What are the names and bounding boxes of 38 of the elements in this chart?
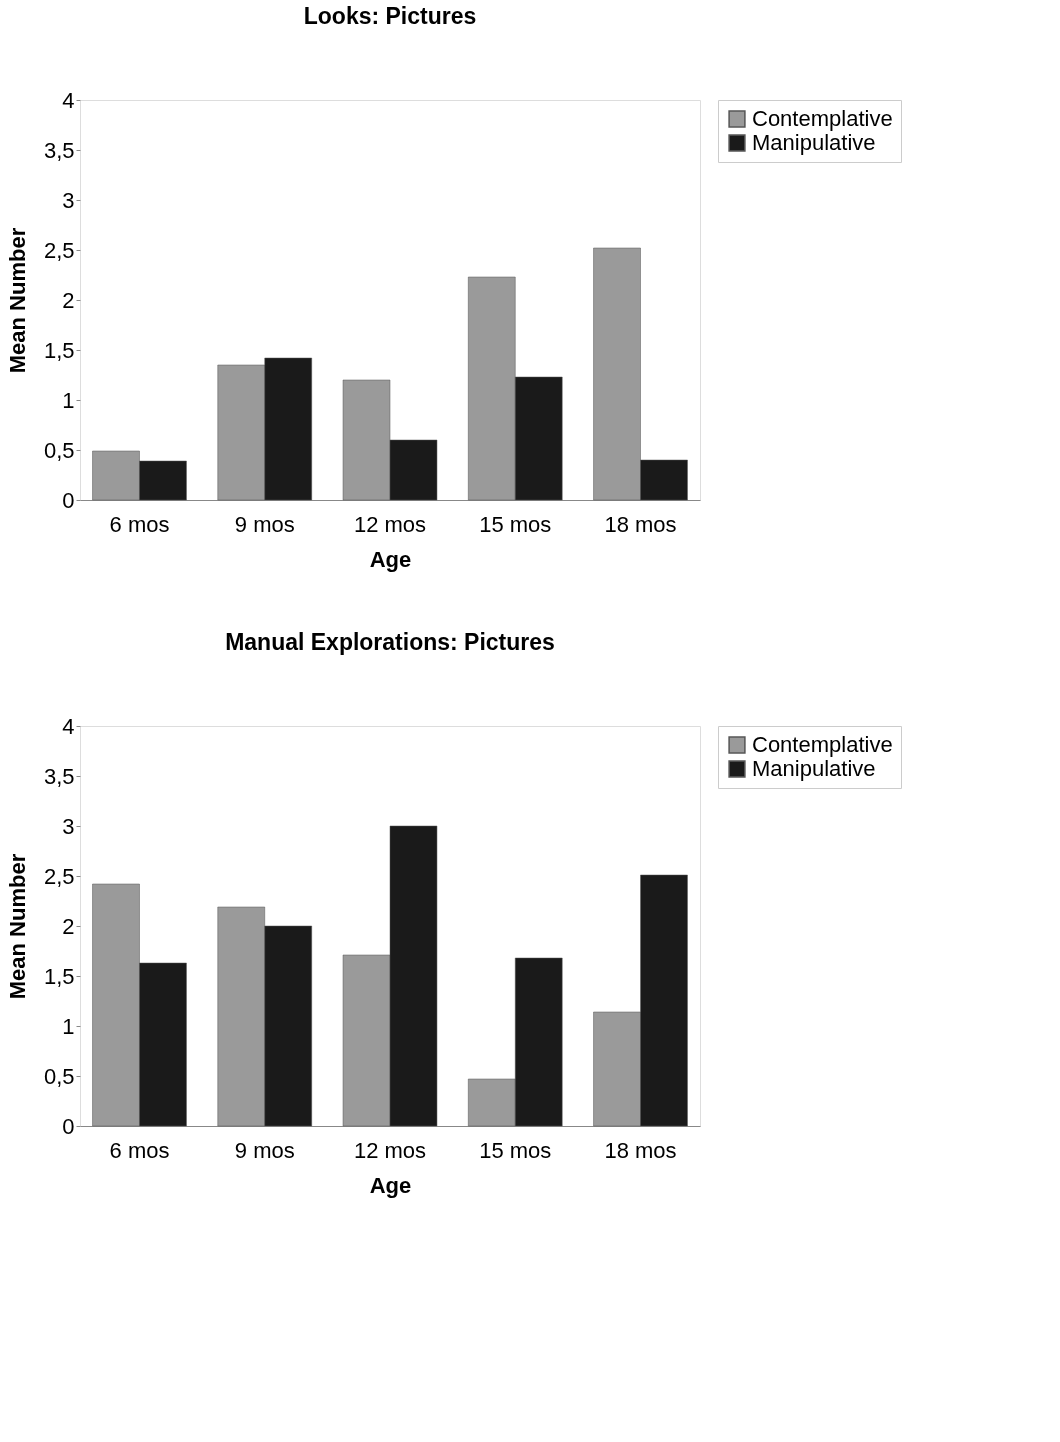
y-tick-label: 0,5 xyxy=(43,437,75,463)
x-tick-label: 12 mos xyxy=(353,1137,427,1163)
x-tick-label: 12 mos xyxy=(353,511,427,537)
y-tick-label: 3 xyxy=(62,187,75,213)
y-axis-title: Mean Number xyxy=(4,853,30,1000)
y-tick-label: 1 xyxy=(62,387,75,413)
y-tick-label: 3,5 xyxy=(43,763,75,789)
x-tick-label: 9 mos xyxy=(234,511,295,537)
y-tick-label: 3 xyxy=(62,813,75,839)
y-tick-label: 4 xyxy=(62,713,75,739)
chart-title: Manual Explorations: Pictures xyxy=(225,629,555,655)
x-tick-label: 15 mos xyxy=(479,1137,552,1163)
y-tick-label: 3,5 xyxy=(43,137,75,163)
x-axis-title: Age xyxy=(369,1172,412,1198)
y-tick-label: 2,5 xyxy=(43,237,75,263)
x-tick-label: 18 mos xyxy=(604,511,677,537)
x-tick-label: 9 mos xyxy=(234,1137,295,1163)
x-tick-label: 18 mos xyxy=(604,1137,677,1163)
chart-title: Looks: Pictures xyxy=(303,3,477,29)
y-tick-label: 2 xyxy=(62,287,75,313)
legend-label: Contemplative xyxy=(752,106,893,131)
y-tick-label: 1 xyxy=(62,1013,75,1039)
y-axis-title: Mean Number xyxy=(4,227,30,374)
x-tick-label: 6 mos xyxy=(109,511,170,537)
legend-label: Manipulative xyxy=(752,756,876,781)
y-tick-label: 0 xyxy=(62,1113,75,1139)
legend-label: Contemplative xyxy=(752,732,893,757)
x-axis-title: Age xyxy=(369,546,412,572)
x-tick-label: 6 mos xyxy=(109,1137,170,1163)
y-tick-label: 2,5 xyxy=(43,863,75,889)
legend-label: Manipulative xyxy=(752,130,876,155)
y-tick-label: 1,5 xyxy=(43,337,75,363)
x-tick-label: 15 mos xyxy=(479,511,552,537)
y-tick-label: 1,5 xyxy=(43,963,75,989)
y-tick-label: 4 xyxy=(62,87,75,113)
y-tick-label: 0 xyxy=(62,487,75,513)
y-tick-label: 2 xyxy=(62,913,75,939)
y-tick-label: 0,5 xyxy=(43,1063,75,1089)
